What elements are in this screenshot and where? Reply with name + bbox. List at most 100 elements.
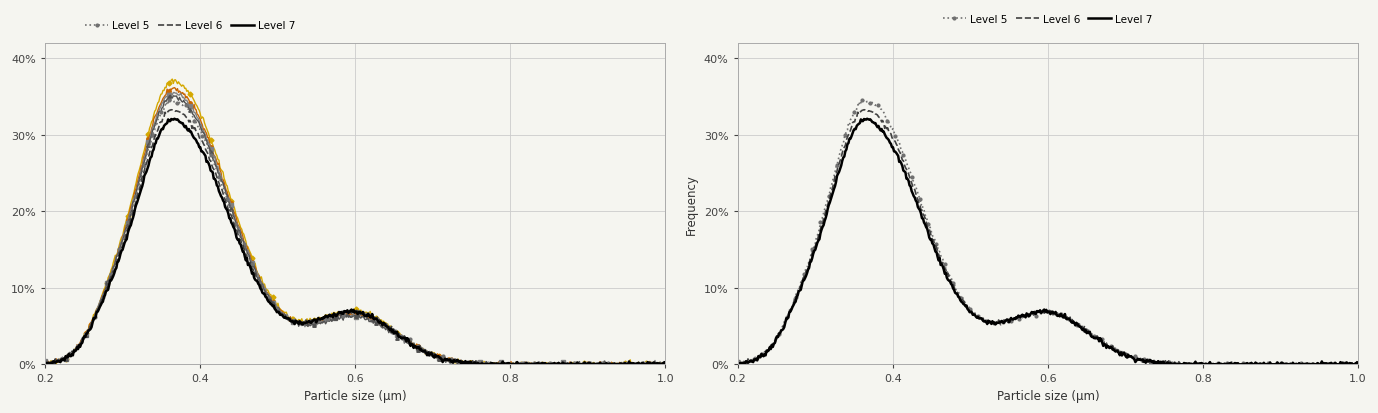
Level 5: [729, 361, 745, 366]
Level 3: [453, 358, 470, 363]
Level 5: [37, 361, 54, 366]
Level 7: [1097, 342, 1113, 347]
Level 7: [1350, 362, 1367, 367]
Line: Level 1: Level 1: [43, 78, 667, 366]
Level 4: [147, 121, 164, 126]
Level 7: [657, 362, 674, 367]
Level 5: [404, 342, 420, 347]
Level 2: [198, 131, 215, 136]
Level 2: [320, 317, 336, 322]
Level 6: [892, 150, 908, 154]
Level 7: [453, 361, 470, 366]
Level 7: [320, 315, 336, 320]
Line: Level 7: Level 7: [737, 119, 1359, 364]
Level 5: [197, 139, 214, 144]
Level 1: [198, 126, 215, 131]
Level 4: [453, 358, 470, 363]
Level 6: [1097, 341, 1113, 346]
Level 7: [737, 362, 754, 367]
Level 5: [853, 98, 870, 103]
Level 1: [453, 359, 470, 364]
Level 7: [404, 342, 420, 347]
Level 5: [146, 128, 163, 133]
Level 7: [506, 362, 522, 367]
Level 7: [729, 359, 745, 364]
Level 5: [161, 98, 178, 103]
Line: Level 5: Level 5: [736, 100, 1360, 366]
X-axis label: Particle size (μm): Particle size (μm): [996, 389, 1100, 402]
Level 2: [506, 361, 522, 366]
Level 2: [37, 361, 54, 366]
Line: Level 6: Level 6: [737, 111, 1359, 364]
Level 1: [320, 313, 336, 318]
Level 4: [657, 362, 674, 367]
Level 5: [1350, 360, 1367, 365]
Level 2: [453, 360, 470, 365]
Level 6: [841, 133, 857, 138]
Level 1: [41, 362, 58, 367]
Level 5: [463, 362, 480, 367]
Level 1: [164, 77, 181, 82]
Level 5: [1145, 359, 1162, 364]
Level 3: [147, 118, 164, 123]
Level 6: [453, 358, 470, 363]
Level 7: [841, 141, 857, 146]
Level 1: [147, 108, 164, 113]
Level 5: [890, 139, 907, 144]
Level 6: [729, 361, 745, 366]
Level 4: [198, 138, 215, 143]
Level 1: [37, 359, 54, 364]
Line: Level 6: Level 6: [45, 111, 666, 364]
Level 3: [40, 362, 56, 367]
Y-axis label: Frequency: Frequency: [685, 174, 699, 235]
Line: Level 4: Level 4: [43, 94, 667, 366]
Line: Level 5: Level 5: [44, 100, 667, 366]
Level 4: [404, 344, 420, 349]
Level 4: [506, 362, 522, 367]
Legend: Level 5, Level 6, Level 7: Level 5, Level 6, Level 7: [81, 17, 299, 36]
Level 7: [147, 141, 164, 146]
Level 5: [506, 362, 522, 367]
Level 6: [1199, 361, 1215, 366]
Level 2: [404, 344, 420, 349]
Level 7: [44, 362, 61, 367]
Level 3: [506, 362, 522, 367]
Level 5: [1096, 342, 1112, 347]
Level 6: [856, 108, 872, 113]
Line: Level 3: Level 3: [43, 92, 667, 366]
Level 4: [320, 318, 336, 323]
Level 2: [657, 362, 674, 367]
Level 4: [163, 93, 179, 98]
Level 1: [506, 362, 522, 367]
Level 6: [198, 150, 215, 154]
Level 5: [657, 360, 674, 365]
Level 7: [858, 117, 875, 122]
Level 7: [1199, 362, 1215, 367]
Level 6: [1350, 361, 1367, 366]
X-axis label: Particle size (μm): Particle size (μm): [303, 389, 407, 402]
Level 5: [452, 359, 469, 364]
Level 4: [37, 361, 54, 366]
Level 6: [163, 108, 179, 113]
Line: Level 7: Level 7: [45, 119, 666, 364]
Level 6: [733, 362, 750, 367]
Level 5: [1155, 362, 1171, 367]
Level 3: [404, 342, 420, 347]
Level 1: [404, 342, 420, 347]
Level 3: [320, 317, 336, 322]
Level 3: [657, 362, 674, 367]
Level 6: [147, 133, 164, 138]
Level 7: [1011, 315, 1028, 320]
Level 2: [39, 362, 55, 367]
Level 6: [506, 361, 522, 366]
Level 7: [167, 117, 183, 122]
Level 2: [147, 114, 164, 119]
Level 7: [892, 160, 908, 165]
Level 7: [37, 359, 54, 364]
Line: Level 2: Level 2: [43, 87, 667, 366]
Level 6: [37, 361, 54, 366]
Level 5: [839, 128, 856, 133]
Level 6: [657, 361, 674, 366]
Level 6: [404, 341, 420, 346]
Level 6: [41, 362, 58, 367]
